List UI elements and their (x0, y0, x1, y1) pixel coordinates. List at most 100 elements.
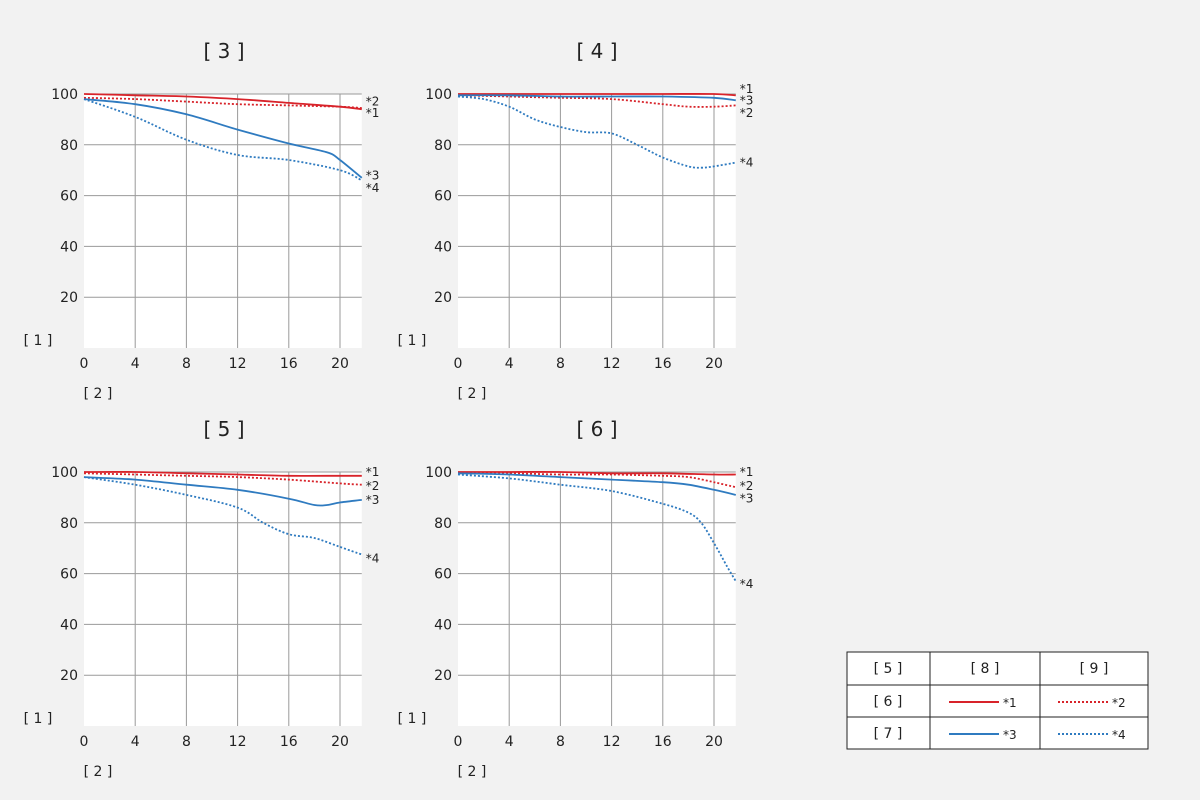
series-line (457, 94, 736, 108)
plot-area (84, 94, 362, 348)
x-axis-label: [ 2 ] (458, 386, 487, 402)
series-end-label: *1 (740, 82, 754, 96)
series-end-label: *3 (740, 93, 754, 107)
y-tick-label: 40 (434, 239, 452, 255)
legend-row-label: [ 6 ] (874, 694, 903, 710)
plot-area (458, 472, 736, 726)
x-tick-label: 8 (182, 356, 191, 372)
series-end-label: *2 (740, 106, 754, 120)
y-tick-label: 20 (434, 290, 452, 306)
x-tick-label: 20 (331, 734, 349, 750)
y-tick-label: 40 (60, 239, 78, 255)
series-line (457, 472, 737, 496)
legend-frame (846, 651, 1149, 750)
series-line (83, 476, 362, 507)
y-tick-label: 100 (425, 465, 452, 481)
plot-area (84, 472, 362, 726)
x-tick-label: 0 (80, 356, 89, 372)
y-tick-label: 20 (60, 290, 78, 306)
legend-header-cell: [ 9 ] (1080, 661, 1109, 677)
x-axis-label: [ 2 ] (458, 764, 487, 780)
y-tick-label: 20 (60, 668, 78, 684)
y-tick-label: 100 (51, 465, 78, 481)
series-end-label: *4 (366, 551, 380, 565)
series-end-label: *2 (366, 479, 380, 493)
x-tick-label: 0 (454, 734, 463, 750)
x-tick-label: 16 (280, 356, 298, 372)
x-tick-label: 4 (131, 734, 140, 750)
x-tick-label: 20 (331, 356, 349, 372)
y-tick-label: 80 (434, 138, 452, 154)
series-end-label: *4 (366, 181, 380, 195)
legend-series-name: *2 (1112, 696, 1126, 710)
y-axis-label: [ 1 ] (398, 711, 427, 727)
series-end-label: *1 (366, 465, 380, 479)
series-end-label: *2 (740, 479, 754, 493)
chart-title: [ 3 ] (203, 39, 244, 63)
series-line (83, 472, 362, 486)
x-tick-label: 16 (280, 734, 298, 750)
x-tick-label: 12 (229, 734, 247, 750)
legend-header-cell: [ 5 ] (874, 661, 903, 677)
series-line (458, 471, 736, 476)
x-tick-label: 20 (705, 356, 723, 372)
series-end-label: *1 (740, 465, 754, 479)
y-tick-label: 60 (434, 189, 452, 205)
x-tick-label: 4 (505, 356, 514, 372)
y-axis-label: [ 1 ] (24, 711, 53, 727)
chart-panel: [ 3 ] 20 40 60 80 100 0 4 8 12 16 20 [ 1 ] [ 2 ] *2*1 *… (24, 39, 380, 402)
legend-series-name: *1 (1003, 696, 1017, 710)
series-end-label: *4 (740, 156, 754, 170)
legend-table: [ 5 ] [ 8 ] [ 9 ] [ 6 ] [ 7 ] *1 *2 *3 *… (846, 651, 1149, 750)
y-axis-label: [ 1 ] (24, 333, 53, 349)
x-tick-label: 12 (229, 356, 247, 372)
series-end-label: *2 (366, 95, 380, 109)
legend-series-name: *3 (1003, 728, 1017, 742)
x-tick-label: 4 (131, 356, 140, 372)
chart-title: [ 6 ] (576, 417, 617, 441)
y-tick-label: 80 (434, 516, 452, 532)
legend-row-label: [ 7 ] (874, 726, 903, 742)
x-tick-label: 12 (603, 356, 621, 372)
y-axis-label: [ 1 ] (398, 333, 427, 349)
legend-series-name: *4 (1112, 728, 1126, 742)
series-end-label: *3 (366, 168, 380, 182)
x-tick-label: 4 (505, 734, 514, 750)
x-tick-label: 0 (80, 734, 89, 750)
x-tick-label: 16 (654, 356, 672, 372)
series-line (83, 471, 362, 477)
y-tick-label: 80 (60, 516, 78, 532)
series-line (457, 473, 737, 582)
x-tick-label: 8 (182, 734, 191, 750)
y-tick-label: 60 (60, 189, 78, 205)
x-tick-label: 8 (556, 734, 565, 750)
x-tick-label: 16 (654, 734, 672, 750)
y-tick-label: 40 (434, 617, 452, 633)
y-tick-label: 100 (425, 87, 452, 103)
x-tick-label: 12 (603, 734, 621, 750)
y-tick-label: 40 (60, 617, 78, 633)
chart-title: [ 5 ] (203, 417, 244, 441)
x-axis-label: [ 2 ] (84, 764, 113, 780)
x-axis-label: [ 2 ] (84, 386, 113, 402)
series-end-label: *3 (740, 492, 754, 506)
y-tick-label: 20 (434, 668, 452, 684)
series-line (83, 96, 362, 109)
series-end-label: *3 (366, 493, 380, 507)
x-tick-label: 8 (556, 356, 565, 372)
series-end-label: *4 (740, 577, 754, 591)
series-line (83, 98, 363, 179)
y-tick-label: 60 (434, 567, 452, 583)
legend-header-cell: [ 8 ] (971, 661, 1000, 677)
series-line (458, 93, 736, 97)
series-line (457, 94, 736, 102)
chart-title: [ 4 ] (576, 39, 617, 63)
series-line (457, 472, 736, 489)
x-tick-label: 20 (705, 734, 723, 750)
series-line (457, 95, 736, 169)
y-tick-label: 80 (60, 138, 78, 154)
